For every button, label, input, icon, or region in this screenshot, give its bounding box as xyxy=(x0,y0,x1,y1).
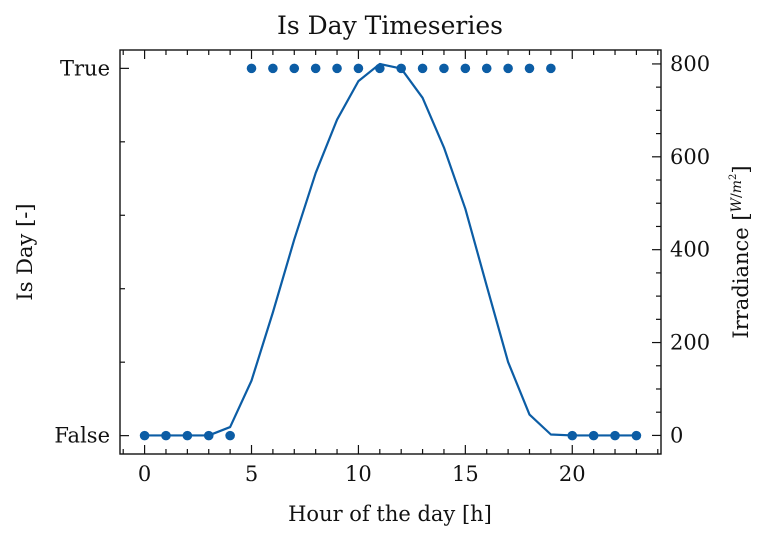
y-axis-right-label-prefix: Irradiance [ xyxy=(729,212,753,338)
is-day-point xyxy=(310,63,321,74)
is-day-point xyxy=(610,430,620,441)
x-tick-label: 0 xyxy=(138,462,151,486)
y-axis-right-label: Irradiance [W/m2] xyxy=(728,165,753,338)
is-day-point xyxy=(396,63,406,74)
irradiance-series-line xyxy=(144,62,637,437)
is-day-point xyxy=(481,63,492,74)
y-right-tick-label: 0 xyxy=(670,423,683,447)
x-tick-label: 15 xyxy=(452,462,479,486)
x-tick-label: 5 xyxy=(245,462,258,486)
y-axis-right-label-unit-den: m xyxy=(729,180,745,193)
y-right-tick-label: 800 xyxy=(670,52,710,76)
y-right-tick-label: 600 xyxy=(670,145,710,169)
is-day-point xyxy=(246,63,257,74)
is-day-point xyxy=(139,430,150,441)
y-left-tick-label: False xyxy=(54,424,110,448)
y-left-tick-label: True xyxy=(60,56,110,80)
is-day-point xyxy=(375,63,385,74)
plot-frame xyxy=(119,49,662,455)
is-day-point xyxy=(353,63,364,74)
is-day-point xyxy=(524,63,535,74)
axes: 0 5 10 15 20 False True 0 200 400 600 800 xyxy=(54,49,710,486)
x-axis-label: Hour of the day [h] xyxy=(288,502,492,526)
is-day-point xyxy=(503,63,513,74)
chart-title: Is Day Timeseries xyxy=(277,11,503,40)
x-tick-label: 20 xyxy=(559,462,586,486)
y-axis-right-label-unit-slash: / xyxy=(729,193,745,198)
x-tick-label: 10 xyxy=(345,462,372,486)
is-day-point xyxy=(268,63,278,74)
is-day-point xyxy=(439,63,449,74)
is-day-point xyxy=(182,430,193,441)
is-day-point xyxy=(588,430,599,441)
y-axis-left-label: Is Day [-] xyxy=(13,203,37,300)
is-day-point xyxy=(546,63,556,74)
is-day-point xyxy=(203,430,214,441)
is-day-point xyxy=(631,430,642,441)
is-day-point xyxy=(332,63,342,74)
is-day-point xyxy=(460,63,471,74)
is-day-point xyxy=(225,430,235,441)
is-day-point xyxy=(289,63,300,74)
y-axis-right-label-unit-exp: 2 xyxy=(728,174,739,180)
y-axis-right-label-unit-num: W xyxy=(729,196,745,212)
is-day-point xyxy=(161,430,171,441)
y-right-tick-label: 400 xyxy=(670,238,710,262)
y-right-tick-label: 200 xyxy=(670,331,710,355)
plot-area xyxy=(139,62,642,441)
y-axis-right-label-suffix: ] xyxy=(729,165,753,173)
is-day-point xyxy=(417,63,428,74)
is-day-point xyxy=(567,430,578,441)
